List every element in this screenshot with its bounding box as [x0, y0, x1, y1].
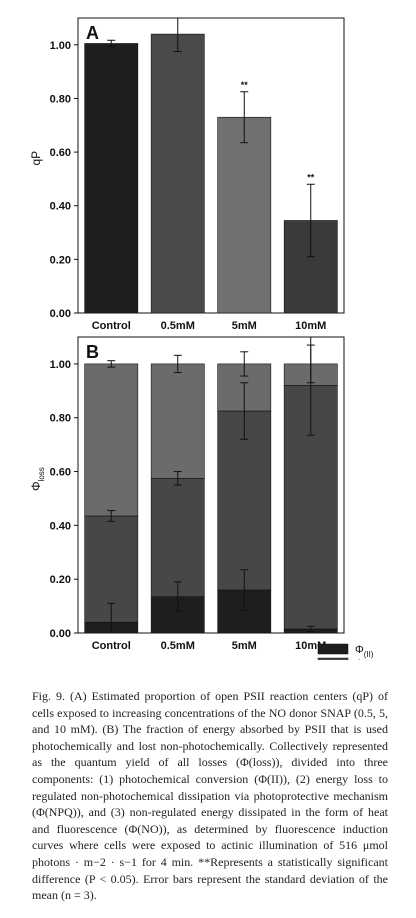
- a-bar-2: [217, 116, 272, 314]
- b-panel-letter: B: [86, 342, 99, 362]
- b-ylabel-main: Φ: [29, 481, 43, 491]
- legend-label-1: ΦNO: [355, 658, 376, 660]
- a-ytick-label-3: 0.60: [50, 147, 71, 159]
- a-ytick-label-0: 0.00: [50, 308, 71, 320]
- a-xtick-label-3: 10mM: [295, 320, 326, 332]
- a-ytick-label-1: 0.20: [50, 254, 71, 266]
- figure: 0.00 0.20 0.40 0.60 0.80 1.00 Control 0.5mM 5mM 1…: [29, 17, 376, 660]
- b-xtick-label-1: 0.5mM: [161, 640, 195, 652]
- a-significance-2: **: [241, 80, 249, 90]
- b-bar-1-segment-1: [150, 477, 205, 597]
- legend-label-1-main: Φ: [355, 658, 364, 660]
- b-ylabel-sub: loss: [37, 467, 46, 481]
- b-ytick-label-3: 0.60: [50, 467, 71, 479]
- legend-swatch-1: [317, 657, 349, 660]
- b-bar-1-segment-2: [150, 363, 205, 479]
- figure-caption: Fig. 9. (A) Estimated proportion of open…: [32, 689, 388, 903]
- b-bar-2-segment-1: [217, 410, 272, 591]
- a-ytick-label-4: 0.80: [50, 93, 71, 105]
- a-panel-letter: A: [86, 23, 99, 43]
- b-xtick-label-0: Control: [92, 640, 131, 652]
- a-plot-frame: [77, 17, 345, 314]
- a-ytick-label-2: 0.40: [50, 201, 71, 213]
- a-xtick-label-2: 5mM: [232, 320, 257, 332]
- legend-label-0-sub: (II): [364, 650, 374, 659]
- panel-a: 0.00 0.20 0.40 0.60 0.80 1.00 Control 0.5mM 5mM 1…: [29, 17, 345, 332]
- b-ytick-label-1: 0.20: [50, 574, 71, 586]
- b-ylabel: Φloss: [29, 467, 46, 491]
- a-significance-3: **: [307, 172, 315, 182]
- a-xtick-label-0: Control: [92, 320, 131, 332]
- b-bar-2-segment-0: [217, 589, 272, 634]
- a-ylabel-main: qP: [29, 151, 43, 166]
- legend: Φ(II)ΦNOΦNPQ: [317, 643, 376, 660]
- b-ytick-label-4: 0.80: [50, 413, 71, 425]
- b-xtick-label-2: 5mM: [232, 640, 257, 652]
- b-plot-frame: [77, 336, 345, 634]
- b-bar-0-segment-2: [84, 363, 139, 517]
- legend-label-0: Φ(II): [355, 644, 374, 659]
- a-bar-1: [150, 33, 205, 314]
- a-xtick-label-1: 0.5mM: [161, 320, 195, 332]
- a-ylabel: qP: [29, 151, 43, 166]
- a-ytick-label-5: 1.00: [50, 40, 71, 52]
- legend-swatch-0: [317, 643, 349, 655]
- b-ytick-label-2: 0.40: [50, 520, 71, 532]
- a-bar-0: [84, 43, 139, 314]
- legend-label-0-main: Φ: [355, 644, 364, 656]
- b-ytick-label-0: 0.00: [50, 628, 71, 640]
- b-ytick-label-5: 1.00: [50, 359, 71, 371]
